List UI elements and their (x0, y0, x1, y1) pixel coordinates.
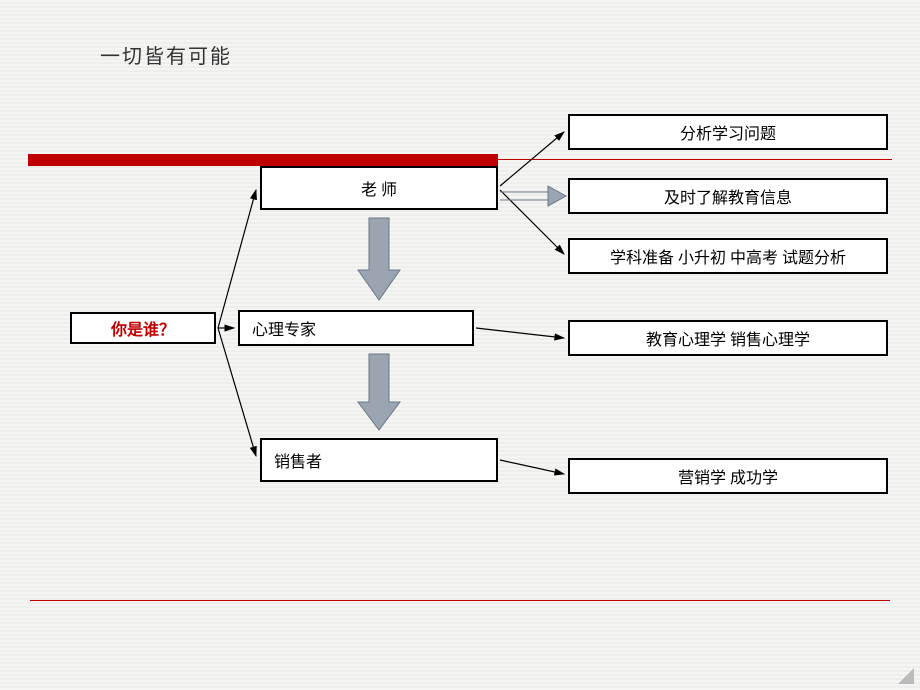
slide-title: 一切皆有可能 (100, 40, 232, 69)
subjects-box: 学科准备 小升初 中高考 试题分析 (568, 238, 888, 274)
psych-label: 心理专家 (252, 316, 316, 340)
thin-arrow (500, 460, 564, 474)
marketing-label: 营销学 成功学 (678, 464, 778, 488)
red-bar (28, 154, 498, 166)
who-box: 你是谁？ (70, 312, 216, 344)
sales-label: 销售者 (274, 448, 322, 472)
page-corner-icon (898, 668, 914, 684)
analyze-box: 分析学习问题 (568, 114, 888, 150)
thin-arrow (476, 328, 564, 338)
sales-box: 销售者 (260, 438, 498, 482)
marketing-box: 营销学 成功学 (568, 458, 888, 494)
teacher-box: 老 师 (260, 166, 498, 210)
psychology-box: 教育心理学 销售心理学 (568, 320, 888, 356)
who-label: 你是谁？ (111, 316, 175, 340)
thin-arrow (218, 328, 256, 456)
analyze-label: 分析学习问题 (680, 120, 776, 144)
eduinfo-box: 及时了解教育信息 (568, 178, 888, 214)
eduinfo-label: 及时了解教育信息 (664, 184, 792, 208)
subjects-label: 学科准备 小升初 中高考 试题分析 (610, 244, 846, 268)
slide: 一切皆有可能 你是谁？ 老 师 心理专家 销售者 分析学习问题 及时了解教育信息… (0, 0, 920, 690)
red-thin-line-bottom (30, 600, 890, 601)
thin-arrow (218, 190, 256, 328)
big-arrow-1 (358, 218, 400, 300)
psychology-label: 教育心理学 销售心理学 (646, 326, 810, 350)
big-arrow-2 (358, 354, 400, 430)
double-arrow (500, 186, 566, 206)
red-thin-line-top (498, 159, 892, 160)
psych-box: 心理专家 (238, 310, 474, 346)
thin-arrow (500, 190, 564, 254)
teacher-label: 老 师 (361, 176, 397, 200)
